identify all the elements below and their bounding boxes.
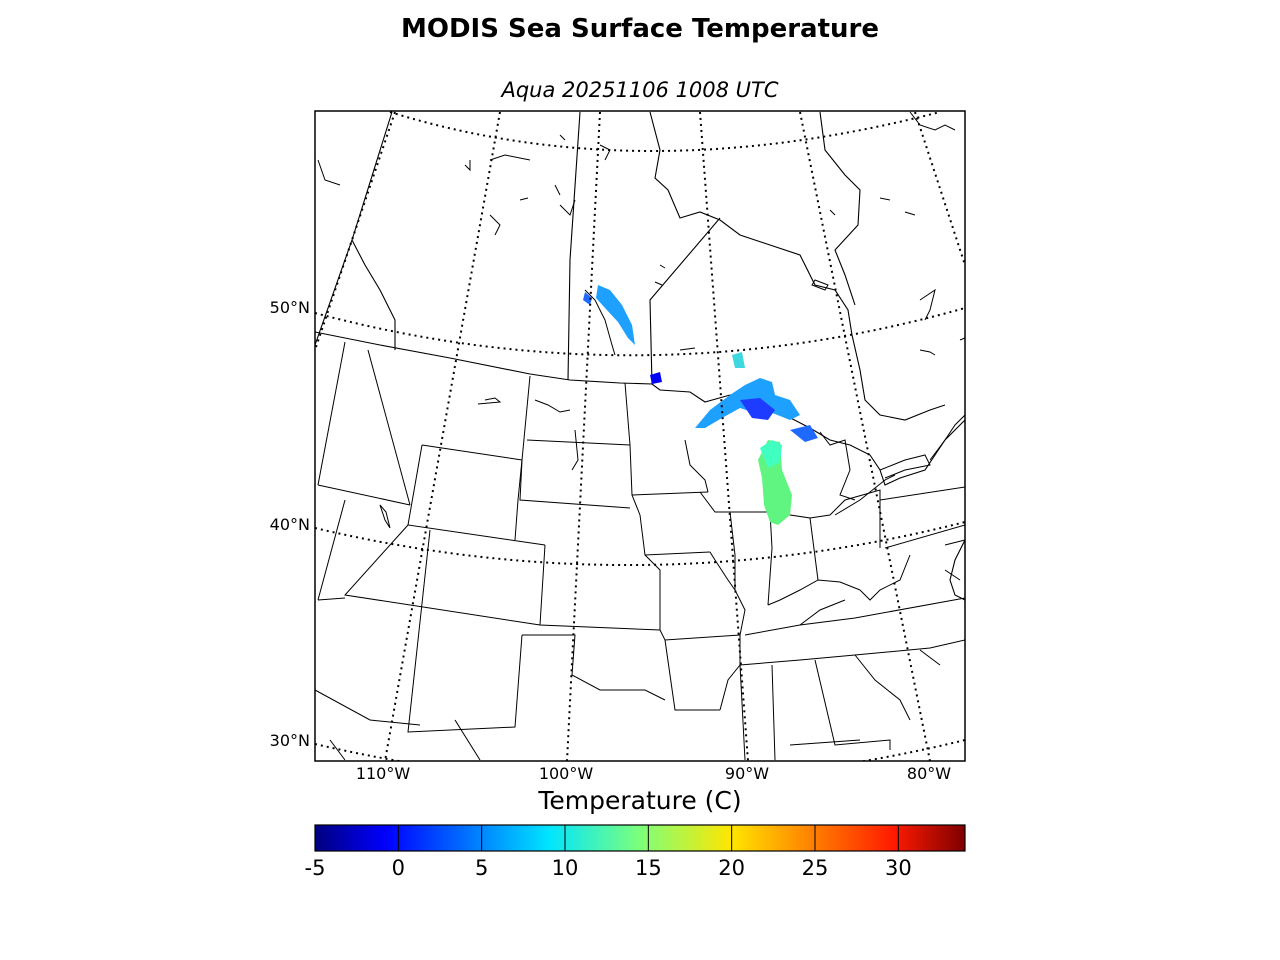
- bc-coast: [351, 239, 396, 350]
- colorbar-tick-label: 30: [884, 856, 912, 880]
- hudson-bay-coast: [649, 111, 946, 421]
- colorbar-tick-label: 20: [718, 856, 746, 880]
- lake-shorelines: [317, 111, 965, 581]
- lat-label-50: 50°N: [269, 298, 310, 317]
- lake-nipigon-sst: [732, 352, 745, 368]
- colorbar-ticks: [314, 825, 899, 851]
- map-subtitle: Aqua 20251106 1008 UTC: [501, 78, 779, 102]
- lake-ontario: [879, 454, 931, 479]
- state-lines: [315, 341, 965, 761]
- lake-of-woods-sst: [650, 372, 662, 384]
- east-coast: [949, 539, 965, 601]
- meridian-110: [384, 111, 501, 761]
- colorbar-tick-label: 10: [551, 856, 579, 880]
- boundaries: [315, 111, 965, 601]
- lake-superior-cold-patch: [740, 398, 775, 420]
- colorbar-tick-label: 25: [801, 856, 829, 880]
- lon-label-80: 80°W: [906, 764, 952, 783]
- colorbar-tick-label: -5: [304, 856, 326, 880]
- lake-huron: [819, 431, 856, 501]
- canada-us-border: [315, 331, 965, 486]
- lake-winnipeg-outline: [584, 289, 616, 356]
- lon-label-90: 90°W: [724, 764, 770, 783]
- james-bay-coast: [819, 111, 861, 306]
- colorbar-tick-label: 0: [391, 856, 406, 880]
- lat-label-40: 40°N: [269, 515, 310, 534]
- colorbar: [314, 824, 966, 852]
- lake-erie: [834, 474, 896, 516]
- manitoba-ontario-line: [649, 217, 721, 385]
- sask-manitoba-line: [567, 111, 581, 381]
- colorbar-tick-label: 15: [634, 856, 662, 880]
- lake-michigan-north-sst: [760, 440, 782, 468]
- meridian-100: [566, 111, 601, 761]
- lat-label-30: 30°N: [269, 731, 310, 750]
- lake-winnipeg-sst: [596, 285, 635, 345]
- parallel-40: [315, 521, 965, 566]
- map-frame: [314, 110, 966, 762]
- map-features: [315, 111, 965, 761]
- colorbar-tick-label: 5: [474, 856, 489, 880]
- meridian-80: [799, 111, 931, 761]
- lon-label-110: 110°W: [355, 764, 411, 783]
- map-title: MODIS Sea Surface Temperature: [401, 14, 879, 44]
- colorbar-title: Temperature (C): [538, 786, 742, 815]
- graticule: [315, 111, 965, 761]
- st-lawrence: [929, 414, 965, 461]
- meridian-70: [914, 111, 965, 266]
- lon-label-100: 100°W: [538, 764, 594, 783]
- lake-huron-sst: [790, 425, 818, 442]
- parallel-60: [389, 111, 941, 152]
- parallel-50: [315, 307, 965, 357]
- alberta-sask-line: [315, 111, 393, 346]
- lake-winnipegosis-sst: [583, 292, 592, 305]
- meridian-90: [699, 111, 749, 761]
- sst-fills: [583, 285, 818, 525]
